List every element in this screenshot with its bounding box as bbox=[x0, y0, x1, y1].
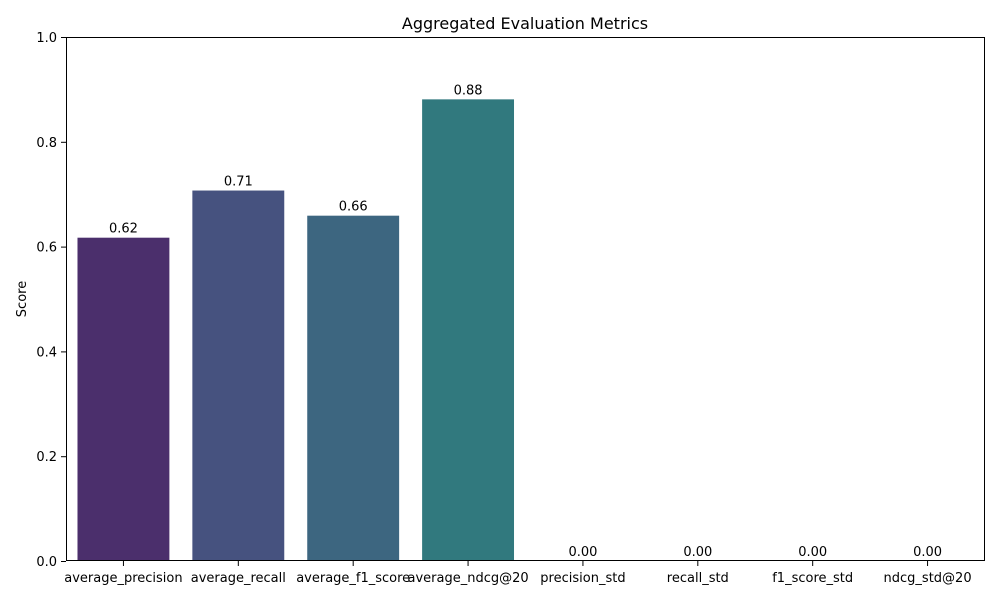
bar-value-label: 0.62 bbox=[109, 222, 138, 237]
bar-value-label: 0.00 bbox=[913, 545, 942, 560]
bar-value-label: 0.00 bbox=[568, 545, 597, 560]
bar-value-label: 0.88 bbox=[454, 83, 483, 98]
bar-value-label: 0.00 bbox=[798, 545, 827, 560]
x-axis: average_precision average_recall average_f… bbox=[64, 561, 972, 586]
bar-value-label: 0.66 bbox=[339, 200, 368, 215]
bar-value-label: 0.00 bbox=[683, 545, 712, 560]
x-tick-label: average_f1_score bbox=[296, 571, 410, 586]
y-tick-label: 0.8 bbox=[36, 136, 57, 151]
y-tick-label: 0.2 bbox=[36, 450, 57, 465]
x-tick-label: average_recall bbox=[191, 571, 286, 586]
bar bbox=[307, 215, 400, 561]
bar bbox=[192, 190, 285, 562]
bar bbox=[422, 99, 515, 561]
bar-value-label: 0.71 bbox=[224, 175, 253, 190]
x-tick-label: precision_std bbox=[540, 571, 625, 586]
bar bbox=[77, 237, 170, 561]
plot-frame bbox=[66, 37, 985, 561]
chart-title: Aggregated Evaluation Metrics bbox=[402, 14, 648, 33]
y-tick-label: 0.4 bbox=[36, 345, 57, 360]
x-tick-label: ndcg_std@20 bbox=[884, 571, 972, 586]
bars-group: 0.62 0.71 0.66 0.88 0.00 0.00 0.00 0.00 bbox=[77, 83, 942, 562]
x-tick-label: average_ndcg@20 bbox=[407, 571, 528, 586]
y-tick-label: 1.0 bbox=[36, 31, 57, 46]
x-tick-label: recall_std bbox=[667, 571, 729, 586]
y-tick-label: 0.0 bbox=[36, 555, 57, 570]
x-tick-label: f1_score_std bbox=[772, 571, 853, 586]
y-axis: 0.0 0.2 0.4 0.6 0.8 1.0 bbox=[36, 31, 66, 570]
x-tick-label: average_precision bbox=[64, 571, 182, 586]
y-tick-label: 0.6 bbox=[36, 241, 57, 256]
y-axis-label: Score bbox=[15, 281, 30, 317]
